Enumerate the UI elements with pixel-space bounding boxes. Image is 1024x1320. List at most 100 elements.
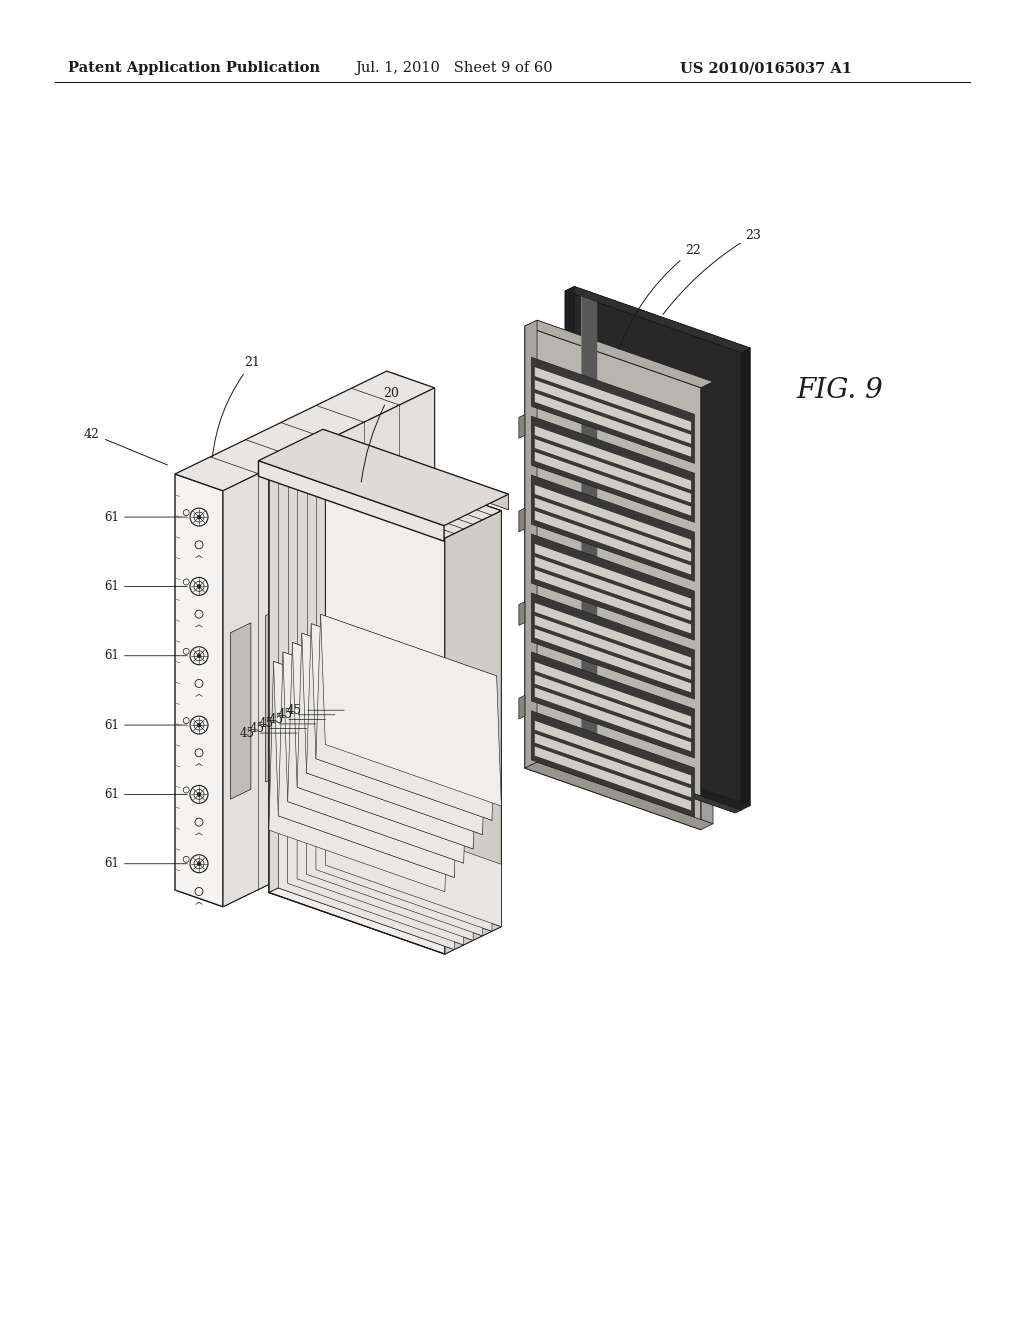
Text: 45: 45 [259, 718, 316, 730]
Polygon shape [258, 461, 444, 541]
Polygon shape [316, 614, 497, 820]
Polygon shape [306, 624, 487, 834]
Polygon shape [535, 380, 691, 445]
Polygon shape [223, 388, 434, 907]
Polygon shape [559, 748, 741, 813]
Polygon shape [535, 628, 691, 693]
Polygon shape [531, 535, 694, 640]
Polygon shape [302, 634, 482, 834]
Polygon shape [574, 286, 751, 805]
Text: US 2010/0165037 A1: US 2010/0165037 A1 [680, 61, 852, 75]
Polygon shape [535, 511, 691, 576]
Polygon shape [297, 634, 478, 849]
Polygon shape [531, 416, 694, 523]
Polygon shape [269, 661, 450, 892]
Polygon shape [269, 449, 326, 892]
Polygon shape [316, 808, 492, 931]
Text: 61: 61 [104, 511, 187, 524]
Text: 23: 23 [663, 228, 761, 314]
Polygon shape [301, 589, 322, 764]
Circle shape [197, 585, 201, 589]
Polygon shape [269, 477, 444, 954]
Polygon shape [279, 825, 455, 949]
Polygon shape [525, 321, 713, 388]
Polygon shape [525, 326, 700, 830]
Polygon shape [407, 537, 427, 713]
Polygon shape [175, 371, 434, 491]
Polygon shape [535, 721, 691, 785]
Text: 61: 61 [104, 579, 187, 593]
Polygon shape [565, 290, 741, 810]
Text: 20: 20 [361, 387, 399, 482]
Polygon shape [519, 696, 525, 719]
Polygon shape [372, 554, 392, 730]
Polygon shape [279, 652, 459, 878]
Polygon shape [535, 602, 691, 667]
Circle shape [197, 723, 201, 727]
Text: Jul. 1, 2010   Sheet 9 of 60: Jul. 1, 2010 Sheet 9 of 60 [355, 61, 553, 75]
Text: 22: 22 [618, 244, 700, 350]
Polygon shape [175, 474, 223, 907]
Polygon shape [525, 762, 713, 830]
Polygon shape [293, 643, 473, 849]
Polygon shape [326, 449, 502, 927]
Polygon shape [269, 865, 502, 954]
Polygon shape [531, 475, 694, 581]
Text: 21: 21 [212, 356, 260, 457]
Text: Patent Application Publication: Patent Application Publication [68, 61, 319, 75]
Polygon shape [535, 569, 691, 634]
Polygon shape [326, 803, 502, 927]
Polygon shape [321, 614, 502, 807]
Polygon shape [311, 624, 492, 820]
Polygon shape [323, 429, 509, 510]
Text: 45: 45 [287, 704, 344, 717]
Polygon shape [537, 321, 713, 824]
Polygon shape [258, 429, 509, 525]
Text: 61: 61 [104, 718, 187, 731]
Polygon shape [297, 816, 473, 940]
Polygon shape [230, 623, 251, 799]
Polygon shape [519, 414, 525, 438]
Polygon shape [565, 286, 574, 748]
Polygon shape [535, 675, 691, 739]
Circle shape [197, 515, 201, 519]
Polygon shape [387, 371, 434, 804]
Circle shape [197, 792, 201, 796]
Text: 45: 45 [240, 726, 297, 739]
Polygon shape [535, 451, 691, 516]
Text: 61: 61 [104, 788, 187, 801]
Circle shape [197, 862, 201, 866]
Text: 42: 42 [84, 428, 168, 465]
Polygon shape [269, 449, 502, 539]
Polygon shape [283, 652, 464, 863]
Text: 45: 45 [250, 722, 306, 735]
Text: 45: 45 [278, 709, 335, 721]
Text: 61: 61 [104, 649, 187, 663]
Polygon shape [531, 358, 694, 463]
Polygon shape [306, 812, 482, 936]
Polygon shape [535, 438, 691, 503]
Polygon shape [582, 297, 597, 760]
Polygon shape [288, 643, 468, 863]
Polygon shape [535, 498, 691, 562]
Polygon shape [273, 661, 455, 878]
Text: FIG. 9: FIG. 9 [797, 376, 884, 404]
Polygon shape [265, 606, 286, 781]
Polygon shape [535, 733, 691, 797]
Polygon shape [535, 484, 691, 549]
Polygon shape [519, 602, 525, 626]
Polygon shape [535, 688, 691, 752]
Polygon shape [444, 511, 502, 954]
Polygon shape [535, 392, 691, 457]
Polygon shape [535, 661, 691, 726]
Text: 45: 45 [268, 713, 326, 726]
Polygon shape [535, 615, 691, 680]
Polygon shape [519, 508, 525, 532]
Text: 61: 61 [104, 857, 187, 870]
Polygon shape [531, 652, 694, 758]
Polygon shape [535, 544, 691, 609]
Polygon shape [531, 710, 694, 817]
Polygon shape [535, 557, 691, 620]
Polygon shape [288, 821, 464, 945]
Polygon shape [535, 746, 691, 810]
